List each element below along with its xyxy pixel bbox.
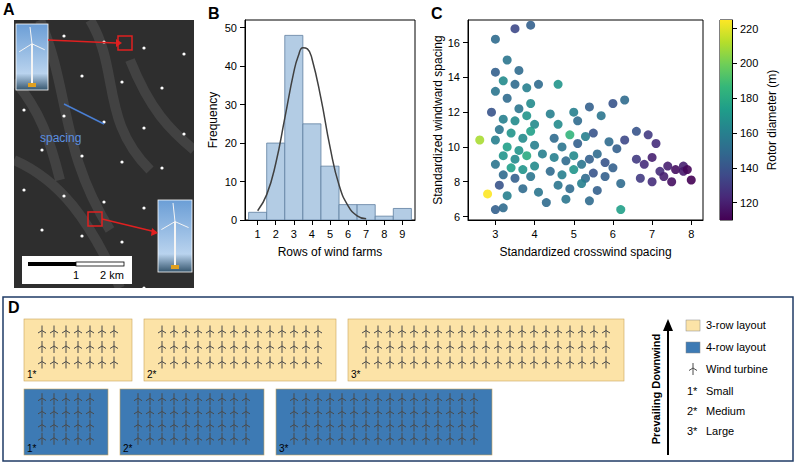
svg-text:Medium: Medium [706,405,745,417]
svg-text:3: 3 [492,228,498,240]
svg-text:spacing: spacing [40,131,81,145]
svg-text:Prevailing Downwind: Prevailing Downwind [650,334,662,445]
svg-text:40: 40 [225,60,237,72]
svg-text:8: 8 [688,228,694,240]
svg-text:140: 140 [740,162,758,174]
svg-text:180: 180 [740,92,758,104]
svg-text:D: D [8,299,20,316]
svg-text:8: 8 [381,228,387,240]
svg-text:1*: 1* [27,369,37,380]
svg-text:5: 5 [571,228,577,240]
svg-text:4: 4 [309,228,315,240]
svg-text:2*: 2* [123,443,133,454]
svg-text:2: 2 [273,228,279,240]
svg-text:1: 1 [73,269,79,281]
svg-text:C: C [431,5,443,22]
svg-text:3-row layout: 3-row layout [706,319,766,331]
svg-text:8: 8 [454,176,460,188]
svg-text:16: 16 [448,37,460,49]
svg-text:9: 9 [399,228,405,240]
svg-text:20: 20 [225,137,237,149]
svg-text:5: 5 [327,228,333,240]
svg-text:7: 7 [649,228,655,240]
svg-text:Small: Small [706,385,734,397]
svg-text:10: 10 [448,141,460,153]
svg-text:10: 10 [225,176,237,188]
svg-text:2*: 2* [687,405,698,417]
svg-text:3*: 3* [687,425,698,437]
svg-text:6: 6 [345,228,351,240]
svg-text:160: 160 [740,127,758,139]
svg-text:7: 7 [363,228,369,240]
svg-text:Frequency: Frequency [206,92,220,149]
svg-text:3: 3 [291,228,297,240]
svg-text:120: 120 [740,197,758,209]
svg-text:220: 220 [740,23,758,35]
svg-text:A: A [3,1,15,18]
svg-text:Standardized crosswind spacing: Standardized crosswind spacing [499,245,671,259]
svg-text:1*: 1* [687,385,698,397]
svg-text:Rows of wind farms: Rows of wind farms [278,245,383,259]
svg-text:200: 200 [740,57,758,69]
svg-text:Rotor diameter (m): Rotor diameter (m) [765,70,779,171]
svg-text:B: B [208,5,220,22]
svg-text:14: 14 [448,71,460,83]
svg-text:Standardized windward spacing: Standardized windward spacing [431,35,445,204]
svg-text:0: 0 [231,214,237,226]
svg-text:6: 6 [610,228,616,240]
svg-text:1: 1 [255,228,261,240]
svg-text:50: 50 [225,22,237,34]
svg-text:3*: 3* [279,443,289,454]
svg-text:30: 30 [225,99,237,111]
svg-text:4-row layout: 4-row layout [706,341,766,353]
svg-text:12: 12 [448,106,460,118]
svg-text:2 km: 2 km [100,269,124,281]
svg-text:2*: 2* [147,369,157,380]
svg-text:1*: 1* [27,443,37,454]
svg-text:Wind turbine: Wind turbine [706,363,768,375]
svg-text:6: 6 [454,211,460,223]
svg-text:Large: Large [706,425,734,437]
svg-text:4: 4 [532,228,538,240]
svg-text:3*: 3* [351,369,361,380]
